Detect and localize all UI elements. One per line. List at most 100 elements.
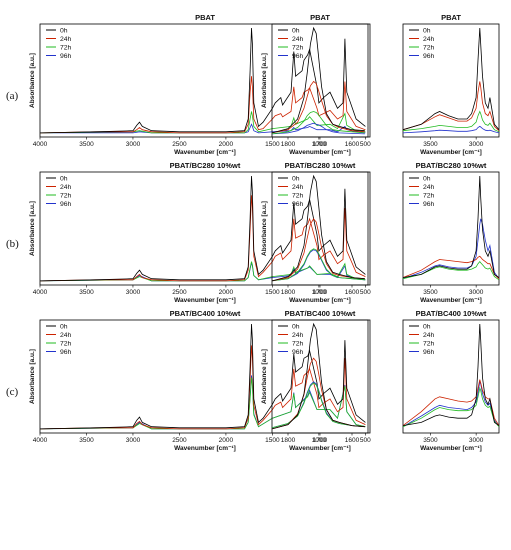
y-axis-label: Absorbance [a.u.] <box>29 201 36 256</box>
row-label-a: (a) <box>6 90 19 102</box>
chart-title: PBAT <box>441 13 461 22</box>
legend-label: 24h <box>423 332 435 339</box>
series-line-96h <box>403 125 499 134</box>
x-tick-label: 3000 <box>469 141 484 148</box>
series-line-72h <box>403 260 499 281</box>
legend-label: 72h <box>423 44 435 51</box>
series-line-0h <box>272 174 365 282</box>
row-label-b: (b) <box>6 238 19 250</box>
plot-frame <box>39 23 371 138</box>
x-tick-label: 1500 <box>265 141 280 148</box>
y-axis-label: Absorbance [a.u.] <box>261 53 268 108</box>
legend-label: 72h <box>423 340 435 347</box>
legend-label: 0h <box>423 323 431 330</box>
series-line-96h <box>272 122 365 135</box>
series-line-24h <box>403 379 499 426</box>
x-tick-label: 4000 <box>33 437 48 444</box>
series-line-24h <box>403 255 499 279</box>
x-tick-label: 2000 <box>219 437 234 444</box>
x-tick-label: 1700 <box>313 289 328 296</box>
chart-title: PBAT/BC400 10%wt <box>285 309 356 318</box>
x-axis-label: Wavenumber [cm⁻¹] <box>289 445 351 452</box>
legend-label: 96h <box>60 349 72 356</box>
legend-label: 24h <box>423 184 435 191</box>
legend-label: 0h <box>292 175 300 182</box>
legend-label: 96h <box>423 201 435 208</box>
x-tick-label: 1500 <box>265 289 280 296</box>
series-line-96h <box>40 375 366 430</box>
legend-label: 0h <box>60 175 68 182</box>
series-line-24h <box>40 195 366 282</box>
x-axis-label: Wavenumber [cm⁻¹] <box>420 297 482 304</box>
plot-frame <box>271 23 369 138</box>
series-line-24h <box>40 345 366 430</box>
legend-label: 96h <box>60 201 72 208</box>
x-tick-label: 1700 <box>313 437 328 444</box>
series-line-0h <box>40 27 366 134</box>
chart-title: PBAT/BC400 10%wt <box>416 309 487 318</box>
series-line-24h <box>40 76 366 134</box>
x-axis-label: Wavenumber [cm⁻¹] <box>420 445 482 452</box>
series-line-0h <box>403 27 499 131</box>
plot-frame <box>402 23 500 138</box>
series-line-96h <box>40 262 366 282</box>
x-tick-label: 1500 <box>265 437 280 444</box>
plot-frame <box>271 319 369 434</box>
chart-title: PBAT/BC280 10%wt <box>170 161 241 170</box>
series-line-0h <box>272 26 365 134</box>
series-line-72h <box>272 111 365 135</box>
x-tick-label: 3000 <box>126 141 141 148</box>
x-tick-label: 1600 <box>345 437 360 444</box>
plot-frame <box>39 319 371 434</box>
x-tick-label: 1000 <box>312 141 327 148</box>
legend-label: 0h <box>60 27 68 34</box>
series-line-0h <box>40 323 366 430</box>
series-line-72h <box>272 382 365 429</box>
x-tick-label: 3000 <box>126 289 141 296</box>
legend-label: 0h <box>292 323 300 330</box>
series-line-72h <box>403 110 499 133</box>
plot-frame <box>271 171 369 286</box>
y-axis-label: Absorbance [a.u.] <box>29 53 36 108</box>
x-axis-label: Wavenumber [cm⁻¹] <box>174 149 236 156</box>
chart-title: PBAT <box>195 13 215 22</box>
legend-label: 72h <box>60 340 72 347</box>
x-axis-label: Wavenumber [cm⁻¹] <box>289 297 351 304</box>
legend-label: 24h <box>60 36 72 43</box>
series-line-72h <box>403 386 499 428</box>
legend-label: 0h <box>423 27 431 34</box>
x-tick-label: 3000 <box>126 437 141 444</box>
x-tick-label: 1000 <box>312 437 327 444</box>
series-line-0h <box>272 322 365 430</box>
legend-label: 72h <box>292 340 304 347</box>
x-tick-label: 1800 <box>281 289 296 296</box>
series-line-96h <box>403 380 499 428</box>
plot-frame <box>39 171 371 286</box>
legend-label: 96h <box>292 201 304 208</box>
x-tick-label: 1800 <box>281 141 296 148</box>
x-tick-label: 1800 <box>281 437 296 444</box>
x-axis-label: Wavenumber [cm⁻¹] <box>420 149 482 156</box>
series-line-72h <box>40 261 366 282</box>
x-tick-label: 4000 <box>33 289 48 296</box>
x-axis-label: Wavenumber [cm⁻¹] <box>174 297 236 304</box>
plot-frame <box>402 171 500 286</box>
chart-title: PBAT <box>310 13 330 22</box>
chart-panel-7: PBAT/BC400 10%wt 4000 3500 3000 2500 2000 1500… <box>29 309 371 452</box>
legend-label: 72h <box>423 192 435 199</box>
x-tick-label: 1700 <box>313 141 328 148</box>
x-tick-label: 1000 <box>312 289 327 296</box>
legend-label: 96h <box>423 349 435 356</box>
x-tick-label: 3500 <box>79 289 94 296</box>
legend-label: 72h <box>60 192 72 199</box>
x-tick-label: 3500 <box>423 289 438 296</box>
x-tick-label: 500 <box>360 289 371 296</box>
legend-label: 24h <box>60 184 72 191</box>
plot-frame <box>402 319 500 434</box>
y-axis-label: Absorbance [a.u.] <box>29 349 36 404</box>
chart-title: PBAT/BC280 10%wt <box>285 161 356 170</box>
